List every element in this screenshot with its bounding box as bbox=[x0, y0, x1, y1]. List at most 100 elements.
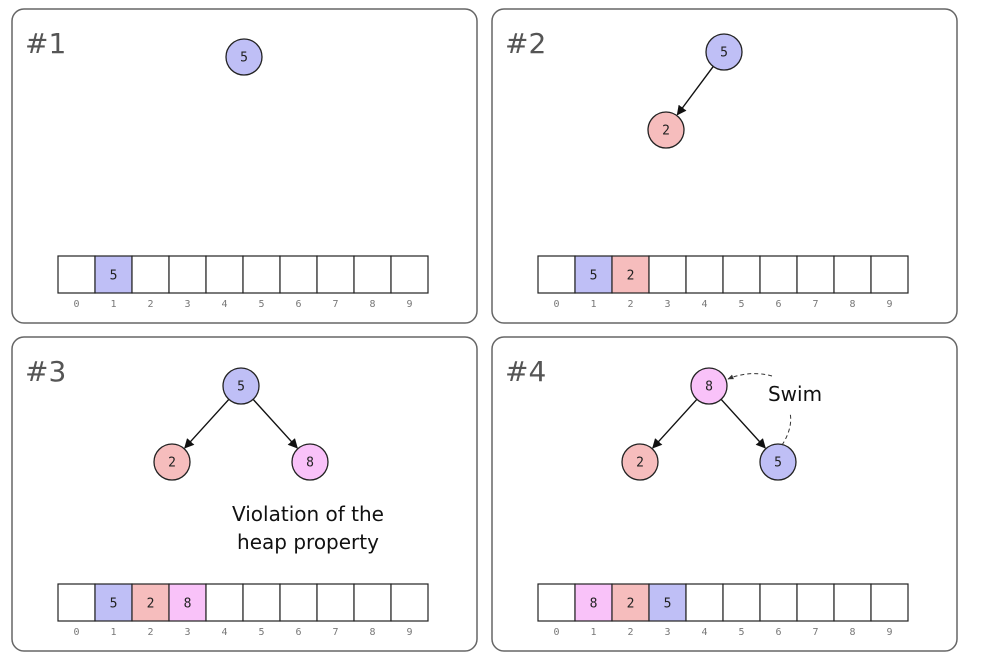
panel-4-array-index-0: 0 bbox=[553, 627, 559, 638]
panel-4-array-index-2: 2 bbox=[627, 627, 633, 638]
panel-4-array-cell-3 bbox=[648, 583, 687, 622]
panel-3-frame bbox=[11, 336, 478, 652]
panel-2-array-cell-0 bbox=[537, 255, 576, 294]
panel-4-node-right: 5 bbox=[759, 443, 797, 481]
panel-2-array: 0 5 1 2 2 3 4 5 6 7 8 9 bbox=[537, 255, 909, 310]
panel-4-node-root: 8 bbox=[690, 367, 728, 405]
panel-3-label: #3 bbox=[25, 355, 66, 388]
panel-4-array-index-3: 3 bbox=[664, 627, 670, 638]
panel-2: #2 5 2 0 5 1 2 2 3 4 5 6 7 8 9 bbox=[491, 8, 958, 324]
panel-3-annotation: Violation of the heap property bbox=[232, 502, 384, 554]
panel-2-node-root: 5 bbox=[705, 33, 743, 71]
panel-4-array-cell-2 bbox=[611, 583, 650, 622]
panel-1-array-index-9: 9 bbox=[406, 299, 412, 310]
panel-3-array-cell-5 bbox=[242, 583, 281, 622]
panel-3-array-cell-9 bbox=[390, 583, 429, 622]
panel-2-array-index-3: 3 bbox=[664, 299, 670, 310]
panel-3-node-left-circle bbox=[153, 443, 191, 481]
panel-1-array-cell-1 bbox=[94, 255, 133, 294]
panel-1-array-cell-4 bbox=[205, 255, 244, 294]
panel-4-frame bbox=[491, 336, 958, 652]
panel-1-array-cell-9 bbox=[390, 255, 429, 294]
panel-2-array-index-0: 0 bbox=[553, 299, 559, 310]
panel-2-node-root-circle bbox=[705, 33, 743, 71]
panel-2-node-left-value: 2 bbox=[662, 124, 670, 139]
panel-2-array-index-7: 7 bbox=[812, 299, 818, 310]
panel-1-array-cell-1-value: 5 bbox=[110, 269, 118, 284]
panel-2-edge-root-left bbox=[676, 66, 714, 116]
panel-2-array-cell-9 bbox=[870, 255, 909, 294]
panel-2-array-index-1: 1 bbox=[590, 299, 596, 310]
panel-3-array-index-8: 8 bbox=[369, 627, 375, 638]
panel-1-array-cell-6 bbox=[279, 255, 318, 294]
panel-1: #1 5 0 5 1 2 3 4 5 6 7 8 9 bbox=[11, 8, 478, 324]
panel-4-array-index-5: 5 bbox=[738, 627, 744, 638]
panel-1-array-index-4: 4 bbox=[221, 299, 227, 310]
panel-2-array-index-5: 5 bbox=[738, 299, 744, 310]
panel-2-array-cell-3 bbox=[648, 255, 687, 294]
panel-4: #4 8 2 5 Swim 0 8 1 2 2 5 3 4 5 6 7 8 9 bbox=[491, 336, 958, 652]
panel-3-node-right: 8 bbox=[291, 443, 329, 481]
panel-2-frame bbox=[491, 8, 958, 324]
panel-4-array-cell-7 bbox=[796, 583, 835, 622]
panel-4-node-root-circle bbox=[690, 367, 728, 405]
panel-3-array-index-5: 5 bbox=[258, 627, 264, 638]
panel-3-node-left: 2 bbox=[153, 443, 191, 481]
panel-2-array-index-6: 6 bbox=[775, 299, 781, 310]
panel-4-edge-root-right bbox=[720, 398, 766, 449]
panel-1-array-index-0: 0 bbox=[73, 299, 79, 310]
panel-3-node-right-value: 8 bbox=[306, 456, 314, 471]
panel-1-array-index-3: 3 bbox=[184, 299, 190, 310]
panel-4-array-index-8: 8 bbox=[849, 627, 855, 638]
panel-3-array-index-9: 9 bbox=[406, 627, 412, 638]
panel-3-annotation-line-1: Violation of the bbox=[232, 502, 384, 526]
panel-1-array: 0 5 1 2 3 4 5 6 7 8 9 bbox=[57, 255, 429, 310]
panel-3-node-right-circle bbox=[291, 443, 329, 481]
panel-2-array-cell-1-value: 5 bbox=[590, 269, 598, 284]
panel-1-node-root: 5 bbox=[225, 38, 263, 76]
panel-2-label: #2 bbox=[505, 27, 546, 60]
panel-4-array: 0 8 1 2 2 5 3 4 5 6 7 8 9 bbox=[537, 583, 909, 638]
panel-2-array-cell-2 bbox=[611, 255, 650, 294]
panel-2-array-cell-5 bbox=[722, 255, 761, 294]
panel-3-edge-root-left bbox=[184, 398, 230, 449]
panel-4-node-right-value: 5 bbox=[774, 456, 782, 471]
panel-4-array-index-1: 1 bbox=[590, 627, 596, 638]
panel-1-array-index-7: 7 bbox=[332, 299, 338, 310]
panel-3-array-index-0: 0 bbox=[73, 627, 79, 638]
panel-2-array-cell-7 bbox=[796, 255, 835, 294]
panel-3-array-index-4: 4 bbox=[221, 627, 227, 638]
panel-4-array-cell-6 bbox=[759, 583, 798, 622]
panel-2-array-index-4: 4 bbox=[701, 299, 707, 310]
panel-1-node-root-circle bbox=[225, 38, 263, 76]
panel-4-array-cell-1 bbox=[574, 583, 613, 622]
panel-4-array-index-7: 7 bbox=[812, 627, 818, 638]
panel-2-array-index-2: 2 bbox=[627, 299, 633, 310]
panel-2-array-cell-2-value: 2 bbox=[627, 269, 635, 284]
panel-4-node-root-value: 8 bbox=[705, 380, 713, 395]
panel-4-swim-arrow bbox=[727, 373, 773, 380]
panel-4-array-cell-0 bbox=[537, 583, 576, 622]
panel-4-array-cell-3-value: 5 bbox=[664, 597, 672, 612]
panel-3-node-root-value: 5 bbox=[237, 380, 245, 395]
panel-3-array-index-6: 6 bbox=[295, 627, 301, 638]
panel-3-array-cell-4 bbox=[205, 583, 244, 622]
panel-4-array-cell-9 bbox=[870, 583, 909, 622]
panel-1-array-index-8: 8 bbox=[369, 299, 375, 310]
panel-1-array-cell-5 bbox=[242, 255, 281, 294]
panel-3-array-index-1: 1 bbox=[110, 627, 116, 638]
panel-4-array-cell-4 bbox=[685, 583, 724, 622]
panel-3: #3 5 2 8 Violation of the heap property 0 5 1 2 2 8… bbox=[11, 336, 478, 652]
panel-3-node-root: 5 bbox=[222, 367, 260, 405]
panel-3-array: 0 5 1 2 2 8 3 4 5 6 7 8 9 bbox=[57, 583, 429, 638]
panel-1-array-index-6: 6 bbox=[295, 299, 301, 310]
panel-3-array-index-2: 2 bbox=[147, 627, 153, 638]
panel-2-node-left-circle bbox=[647, 111, 685, 149]
panel-1-array-cell-0 bbox=[57, 255, 96, 294]
panel-4-array-index-9: 9 bbox=[886, 627, 892, 638]
panel-4-edge-root-left bbox=[652, 398, 698, 449]
panel-4-node-left-value: 2 bbox=[636, 456, 644, 471]
panel-2-node-root-value: 5 bbox=[720, 46, 728, 61]
panel-1-array-cell-7 bbox=[316, 255, 355, 294]
